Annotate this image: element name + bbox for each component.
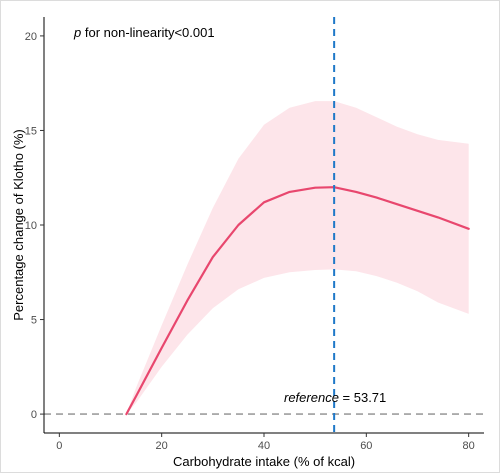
nonlinearity-p-text: for non-linearity<0.001 — [81, 25, 214, 40]
x-tick-label: 80 — [463, 440, 475, 452]
y-tick-label: 5 — [31, 315, 37, 327]
x-tick-label: 20 — [156, 440, 168, 452]
ticks-layer: 0 20 40 60 80 0 5 10 15 20 — [25, 31, 475, 452]
x-tick-label: 40 — [258, 440, 270, 452]
series-line-0 — [125, 186, 470, 416]
y-axis-title: Percentage change of Klotho (%) — [11, 129, 26, 321]
y-tick-label: 10 — [25, 220, 37, 232]
reference-value: = 53.71 — [339, 390, 386, 405]
x-axis-title: Carbohydrate intake (% of kcal) — [173, 454, 355, 469]
y-tick-label: 15 — [25, 125, 37, 137]
nonlinearity-p-symbol: p — [73, 25, 81, 40]
x-tick-label: 0 — [56, 440, 62, 452]
reference-word: reference — [284, 390, 339, 405]
y-tick-label: 0 — [31, 409, 37, 421]
x-tick-label: 60 — [360, 440, 372, 452]
reference-annotation: reference = 53.71 — [284, 390, 386, 405]
confidence-band — [126, 101, 469, 415]
y-tick-label: 20 — [25, 31, 37, 43]
confidence-band-layer — [126, 101, 469, 415]
nonlinearity-annotation: p for non-linearity<0.001 — [73, 25, 215, 40]
lines-layer — [44, 17, 484, 433]
